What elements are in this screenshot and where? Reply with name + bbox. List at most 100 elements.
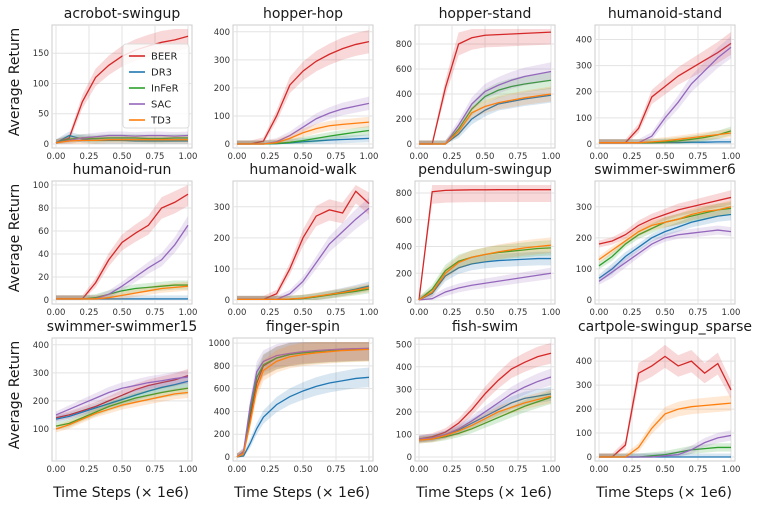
panel-title: humanoid-walk: [249, 162, 357, 178]
series-band-SAC: [56, 370, 188, 419]
panel-humanoid-run: 0.00 0.25 0.50 0.75 1.00 0 20 40 60 80 100 humanoid…: [33, 162, 198, 318]
series-band-BEER: [419, 342, 551, 443]
series-line-TD3: [56, 285, 189, 300]
y-tick-label: 150: [33, 49, 49, 59]
y-tick-label: 0: [225, 140, 230, 150]
panel-hopper-hop: 0.00 0.25 0.50 0.75 1.00 0 100 200 300 400 hopper-…: [214, 6, 379, 162]
series-line-SAC: [598, 229, 732, 282]
y-tick-label: 400: [396, 90, 412, 100]
series-band-SAC: [56, 215, 188, 300]
series-line-SAC: [55, 134, 189, 144]
x-tick-label: 1.00: [722, 465, 741, 475]
series-band-TD3: [599, 128, 731, 144]
x-tick-label: 1.00: [722, 308, 741, 318]
y-tick-label: 400: [214, 28, 230, 38]
series-line-TD3: [599, 402, 732, 458]
xlabel-col-4: Time Steps (× 1e6): [595, 485, 732, 501]
y-tick-label: 200: [396, 269, 412, 279]
series-line-BEER: [599, 355, 732, 458]
panel-pendulum-swingup: 0.00 0.25 0.50 0.75 1.00 0 200 400 600 800 pendulu…: [396, 162, 561, 318]
y-tick-label: 200: [576, 88, 592, 98]
x-tick-label: 0.25: [623, 152, 642, 162]
series-line-TD3: [418, 244, 552, 301]
y-tick-label: 100: [576, 265, 592, 275]
y-tick-label: 800: [396, 40, 412, 50]
y-tick-label: 400: [576, 35, 592, 45]
panel-title: hopper-stand: [439, 6, 532, 22]
legend: BEER DR3 InFeR SAC TD3: [122, 43, 190, 129]
panel-title: pendulum-swingup: [418, 162, 552, 178]
series-line-DR3: [598, 213, 732, 279]
y-tick-label: 400: [396, 243, 412, 253]
x-tick-label: 1.00: [179, 152, 198, 162]
x-tick-label: 0.50: [656, 308, 675, 318]
x-tick-label: 0.50: [113, 308, 132, 318]
series-line-TD3: [598, 206, 732, 261]
y-tick-label: 100: [33, 79, 49, 89]
y-tick-label: 300: [214, 56, 230, 66]
ylabel-row-2: Average Return: [7, 184, 23, 292]
series-band-SAC: [419, 62, 551, 144]
series-line-TD3: [237, 121, 370, 145]
panel-title: swimmer-swimmer6: [594, 162, 736, 178]
series-band-SAC: [599, 36, 731, 144]
panel-cartpole-swingup_sparse: 0.00 0.25 0.50 0.75 1.00 0 100 200 300 400 cartpol…: [576, 319, 752, 475]
x-tick-label: 0.25: [623, 465, 642, 475]
panel-title: hopper-hop: [263, 6, 343, 22]
y-tick-label: 400: [576, 357, 592, 367]
x-tick-label: 0.25: [443, 308, 462, 318]
series-line-InFeR: [418, 396, 552, 441]
series-line-TD3: [55, 391, 189, 430]
y-tick-label: 500: [396, 340, 412, 350]
x-tick-label: 0.25: [80, 308, 99, 318]
y-tick-label: 200: [214, 84, 230, 94]
xlabel-col-2: Time Steps (× 1e6): [233, 485, 370, 501]
y-tick-label: 0: [407, 296, 412, 306]
series-line-TD3: [55, 139, 188, 144]
series-band-DR3: [419, 251, 551, 300]
x-tick-label: 0.75: [689, 308, 708, 318]
y-tick-label: 1000: [208, 339, 230, 349]
y-tick-label: 600: [214, 385, 230, 395]
x-tick-label: 0.00: [410, 465, 429, 475]
x-tick-label: 1.00: [542, 308, 561, 318]
x-tick-label: 1.00: [179, 308, 198, 318]
x-tick-label: 1.00: [542, 152, 561, 162]
y-tick-label: 200: [33, 397, 49, 407]
series-line-TD3: [236, 348, 370, 458]
y-tick-label: 0: [407, 453, 412, 463]
panel-title: cartpole-swingup_sparse: [578, 319, 752, 335]
y-tick-label: 300: [576, 203, 592, 213]
y-tick-label: 100: [33, 425, 49, 435]
legend-box: [122, 43, 190, 129]
series-band-SAC: [419, 368, 551, 443]
y-tick-label: 60: [38, 227, 49, 237]
legend-label-InFeR: InFeR: [151, 84, 179, 95]
x-tick-label: 0.00: [590, 152, 609, 162]
series-line-BEER: [55, 35, 189, 144]
x-tick-label: 0.50: [294, 308, 313, 318]
y-tick-label: 300: [576, 381, 592, 391]
x-tick-label: 0.25: [443, 152, 462, 162]
x-tick-label: 0.75: [689, 152, 708, 162]
x-tick-label: 1.00: [179, 465, 198, 475]
x-tick-label: 0.25: [443, 465, 462, 475]
series-band-BEER: [599, 344, 731, 457]
x-tick-label: 0.00: [590, 465, 609, 475]
series-band-BEER: [237, 29, 369, 145]
series-line-InFeR: [55, 387, 189, 427]
series-line-DR3: [55, 380, 189, 420]
x-tick-label: 0.50: [476, 465, 495, 475]
x-tick-label: 0.00: [228, 152, 247, 162]
legend-label-BEER: BEER: [151, 52, 177, 63]
panel-title: humanoid-run: [73, 162, 172, 178]
series-line-SAC: [236, 347, 370, 458]
series-band-SAC: [599, 430, 731, 457]
series-line-BEER: [237, 40, 370, 145]
series-band-TD3: [419, 237, 551, 300]
legend-label-DR3: DR3: [151, 68, 172, 79]
x-tick-label: 0.75: [327, 465, 346, 475]
x-tick-label: 0.75: [146, 465, 165, 475]
x-tick-label: 0.75: [509, 152, 528, 162]
